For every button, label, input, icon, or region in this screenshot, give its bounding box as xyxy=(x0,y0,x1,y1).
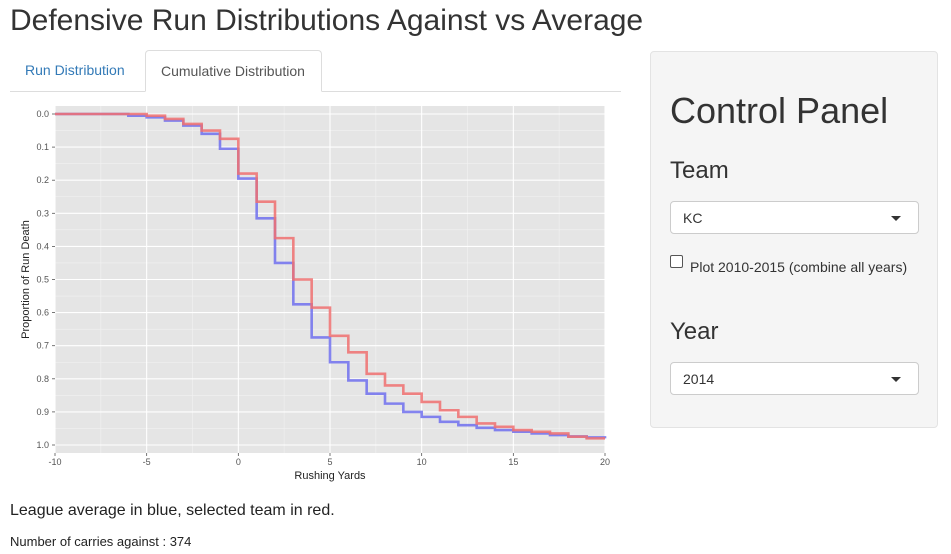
y-tick-label: 0.9 xyxy=(36,407,49,417)
chart-caption: League average in blue, selected team in… xyxy=(10,502,335,519)
combine-years-label: Plot 2010-2015 (combine all years) xyxy=(690,259,908,275)
team-select-value: KC xyxy=(683,210,703,226)
y-tick-label: 0.4 xyxy=(36,241,49,251)
year-select-value: 2014 xyxy=(683,371,715,387)
y-tick-label: 0.6 xyxy=(36,308,49,318)
carries-label: Number of carries against : xyxy=(10,534,167,549)
carries-value: 374 xyxy=(169,534,192,549)
x-tick-label: 20 xyxy=(600,457,610,467)
y-tick-label: 0.8 xyxy=(36,374,49,384)
team-select[interactable]: KC xyxy=(670,201,919,234)
y-tick-label: 0.3 xyxy=(36,208,49,218)
team-label: Team xyxy=(670,157,729,184)
chevron-down-icon xyxy=(891,377,901,382)
y-tick-label: 0.2 xyxy=(36,175,49,185)
y-axis-title: Proportion of Run Death xyxy=(20,220,32,339)
selected-team-series xyxy=(55,112,605,440)
x-tick-label: 5 xyxy=(327,457,332,467)
x-tick-label: 0 xyxy=(236,457,241,467)
control-panel: Control Panel Team KC Plot 2010-2015 (co… xyxy=(650,51,938,428)
x-tick-label: 10 xyxy=(417,457,427,467)
year-label: Year xyxy=(670,318,719,345)
year-select[interactable]: 2014 xyxy=(670,362,919,395)
cumulative-distribution-chart: -10 -5 0 5 10 15 20 0.0 0.1 0.2 0.3 0.4 0.5 0.6 0.7 0.8… xyxy=(20,106,610,482)
y-tick-label: 1.0 xyxy=(36,440,49,450)
y-tick-label: 0.7 xyxy=(36,341,49,351)
control-panel-title: Control Panel xyxy=(670,90,889,131)
x-axis-title: Rushing Yards xyxy=(294,470,366,482)
page-title: Defensive Run Distributions Against vs A… xyxy=(10,4,644,37)
x-tick-label: 15 xyxy=(508,457,518,467)
x-tick-label: -5 xyxy=(143,457,151,467)
y-tick-label: 0.1 xyxy=(36,142,49,152)
x-tick-label: -10 xyxy=(48,457,61,467)
y-tick-label: 0.5 xyxy=(36,275,49,285)
tab-bar: Run Distribution Cumulative Distribution xyxy=(10,50,621,92)
chevron-down-icon xyxy=(891,216,901,221)
tab-cumulative-distribution[interactable]: Cumulative Distribution xyxy=(145,50,322,92)
y-tick-label: 0.0 xyxy=(36,109,49,119)
carries-against: Number of carries against : 374 xyxy=(10,534,191,549)
tab-run-distribution[interactable]: Run Distribution xyxy=(25,62,125,78)
combine-years-checkbox[interactable] xyxy=(670,255,683,268)
